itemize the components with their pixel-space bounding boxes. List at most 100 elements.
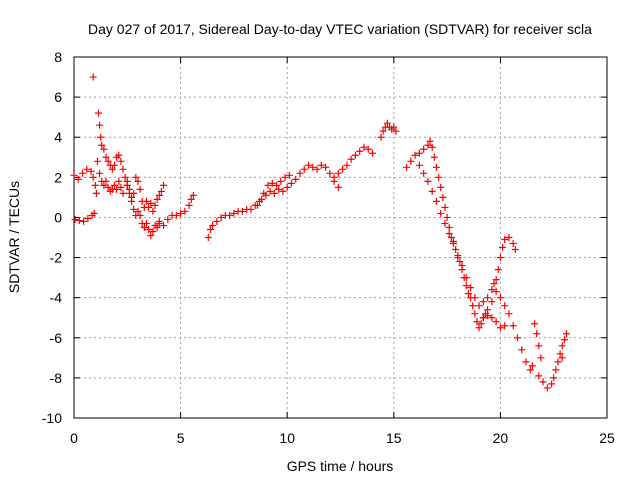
data-point [464,290,472,298]
data-point [111,181,119,189]
data-point [172,211,180,219]
data-point [383,119,391,127]
data-point [268,179,276,187]
data-point [95,109,103,117]
data-point [121,173,129,181]
data-point [305,161,313,169]
data-point [537,354,545,362]
data-point [79,169,87,177]
data-point [322,163,330,171]
data-point [339,165,347,173]
data-point [415,149,423,157]
data-point [102,153,110,161]
data-point [462,282,470,290]
data-point [258,195,266,203]
data-point [84,214,92,222]
data-point [488,286,496,294]
data-point [403,163,411,171]
data-point [142,197,150,205]
x-tick-label: 5 [177,430,185,446]
data-point [80,217,88,225]
data-point [501,302,509,310]
data-point [435,173,443,181]
data-point [75,216,83,224]
data-point [104,157,112,165]
data-point [275,185,283,193]
data-point [432,197,440,205]
data-point [496,324,504,332]
data-point [117,157,125,165]
axis-ticks: 0 5 10 15 20 25 -10 -8 -6 -4 -2 0 2 4 6 8 [42,49,615,446]
data-point [467,284,475,292]
data-point [136,185,144,193]
data-point [477,320,485,328]
data-point [187,195,195,203]
data-point [89,173,97,181]
data-point [518,346,526,354]
data-point [377,133,385,141]
data-point [558,354,566,362]
data-point [209,221,217,229]
data-point [262,191,270,199]
data-point [364,145,372,153]
data-point [160,221,168,229]
data-point [505,310,513,318]
data-point [552,366,560,374]
data-point [475,324,483,332]
data-point [560,336,568,344]
x-tick-label: 10 [279,430,295,446]
data-point [351,151,359,159]
data-point [98,141,106,149]
plot-frame [73,56,608,419]
data-point [147,199,155,207]
data-point [441,203,449,211]
data-point [206,225,214,233]
data-point [160,181,168,189]
data-point [71,215,79,223]
data-point [285,171,293,179]
data-point [330,173,338,181]
data-point [113,185,121,193]
data-point [475,302,483,310]
data-point [279,187,287,195]
data-point [132,173,140,181]
data-point [247,205,255,213]
data-point [155,191,163,199]
x-tick-label: 25 [599,430,615,446]
data-point [155,217,163,225]
data-point [494,266,502,274]
y-tick-label: -2 [50,250,63,266]
data-point [277,177,285,185]
data-point [153,223,161,231]
data-point [550,374,558,382]
data-point [91,181,99,189]
data-point [471,310,479,318]
data-point [115,151,123,159]
data-point [548,380,556,388]
data-points [70,73,570,392]
data-point [479,314,487,322]
data-point [119,165,127,173]
x-axis-label: GPS time / hours [287,458,394,474]
data-point [149,227,157,235]
data-point [151,201,159,209]
data-point [273,181,281,189]
x-tick-label: 20 [493,430,509,446]
data-point [317,161,325,169]
data-point [204,234,212,241]
data-point [488,314,496,322]
data-point [149,207,157,215]
data-point [424,141,432,149]
data-point [492,318,500,326]
data-point [379,127,387,135]
data-point [445,223,453,231]
data-point [535,342,543,350]
data-point [424,177,432,185]
data-point [526,366,534,374]
data-point [484,306,492,314]
data-point [458,262,466,270]
data-point [157,187,165,195]
data-point [89,73,97,81]
data-point [479,298,487,306]
data-point [326,169,334,177]
